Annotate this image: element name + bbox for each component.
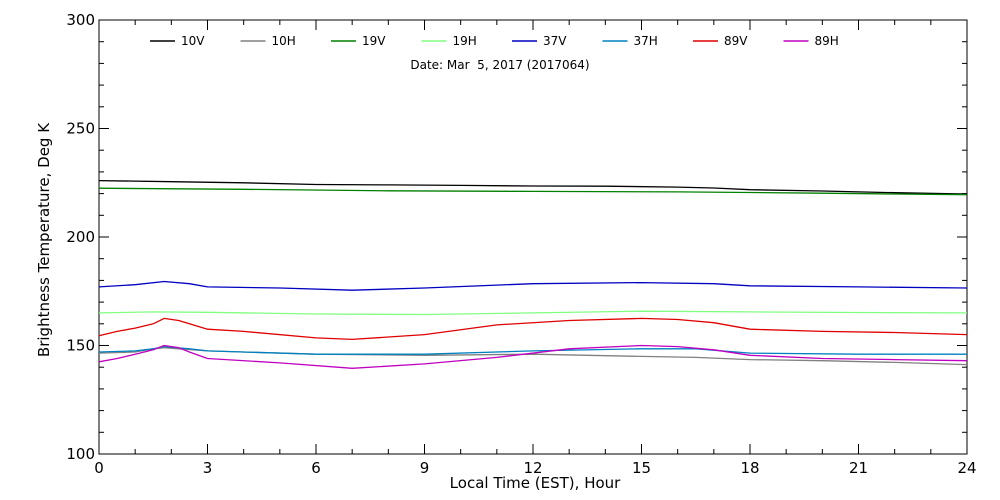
x-tick-label: 15 <box>632 459 651 477</box>
y-tick-label: 150 <box>66 337 95 355</box>
y-tick-label: 100 <box>66 445 95 463</box>
x-tick-label: 12 <box>523 459 542 477</box>
series-layer <box>98 179 968 369</box>
series-line-19h <box>98 310 968 316</box>
legend-label-37h: 37H <box>634 34 658 48</box>
y-tick-label: 250 <box>66 120 95 138</box>
legend-label-89v: 89V <box>724 34 748 48</box>
date-label: Date: Mar 5, 2017 (2017064) <box>410 58 589 72</box>
series-line-10h <box>98 347 968 366</box>
series-line-89v <box>98 317 968 341</box>
series-line-19v <box>98 187 968 196</box>
legend-label-19h: 19H <box>453 34 477 48</box>
x-tick-label: 24 <box>957 459 976 477</box>
x-tick-label: 0 <box>94 459 104 477</box>
legend-label-10h: 10H <box>272 34 296 48</box>
series-line-37v <box>98 280 968 291</box>
x-tick-label: 21 <box>849 459 868 477</box>
legend-label-89h: 89H <box>815 34 839 48</box>
x-tick-label: 9 <box>420 459 430 477</box>
series-line-10v <box>98 179 968 195</box>
plot-frame <box>98 19 968 455</box>
x-tick-label: 3 <box>203 459 213 477</box>
legend-label-19v: 19V <box>362 34 386 48</box>
legend-label-10v: 10V <box>181 34 205 48</box>
legend: 10V 10H 19V 19H 37V 37H 89V 89H <box>150 34 839 48</box>
series-line-89h <box>98 344 968 369</box>
axis-ticks: 0 3 6 9 12 15 18 21 24 100 150 200 250 300 <box>66 11 976 477</box>
x-tick-label: 6 <box>311 459 321 477</box>
x-tick-label: 18 <box>740 459 759 477</box>
x-axis-label: Local Time (EST), Hour <box>450 474 621 492</box>
legend-label-37v: 37V <box>543 34 567 48</box>
y-tick-label: 300 <box>66 11 95 29</box>
y-axis-label: Brightness Temperature, Deg K <box>35 122 53 357</box>
y-tick-label: 200 <box>66 228 95 246</box>
